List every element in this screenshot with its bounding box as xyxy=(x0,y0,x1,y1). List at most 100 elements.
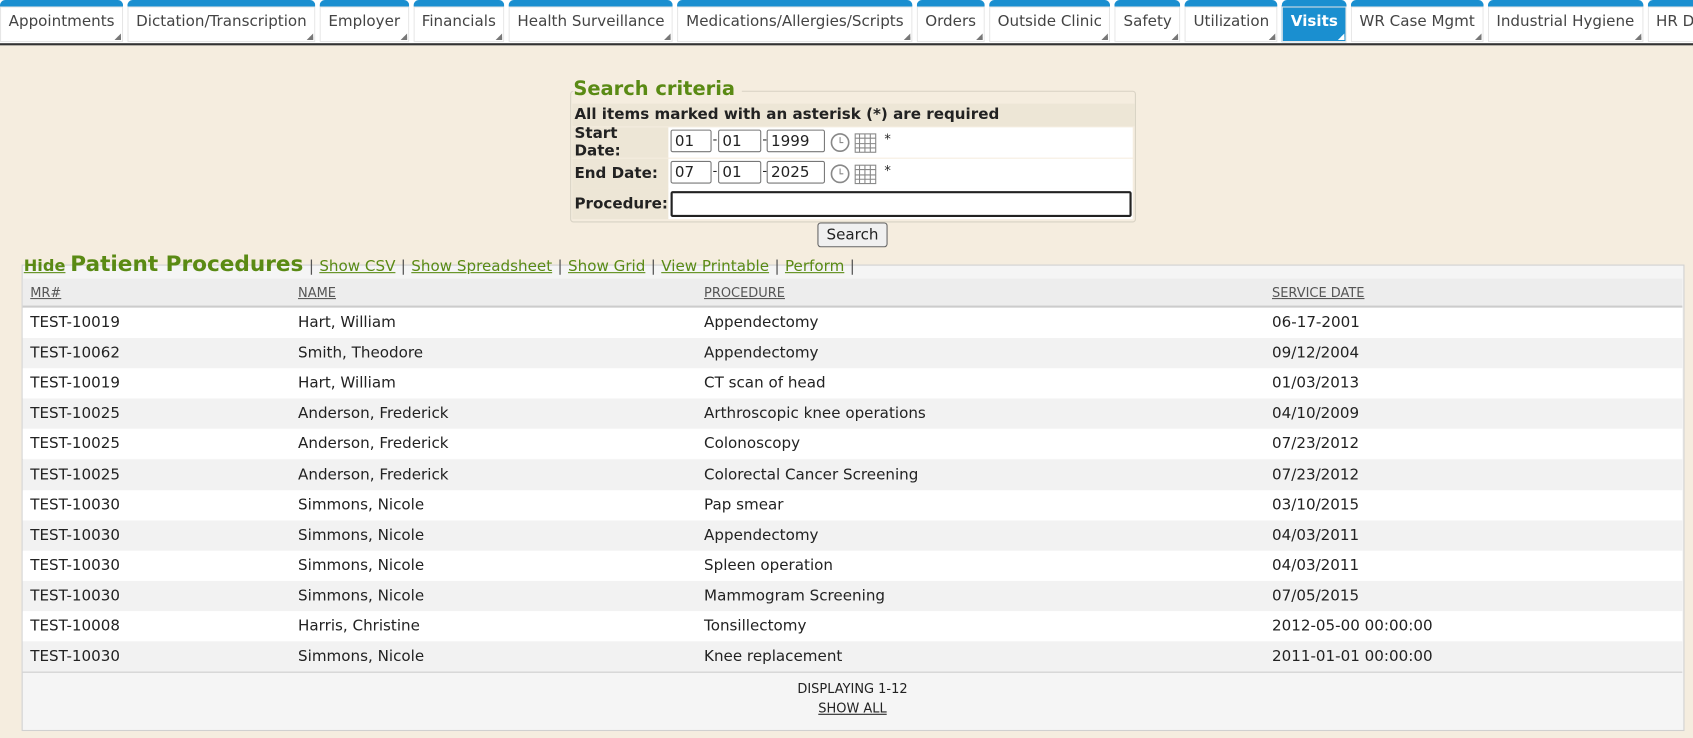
cell: TEST-10030 xyxy=(30,526,121,544)
cell: Colonoscopy xyxy=(704,435,801,453)
tab[interactable]: WR Case Mgmt xyxy=(1350,0,1484,43)
cell: TEST-10030 xyxy=(30,556,121,575)
cell: CT scan of head xyxy=(704,374,826,393)
table-row: TEST-10030 Simmons, Nicole Spleen operatio… xyxy=(22,550,1683,581)
required-mark: * xyxy=(884,163,891,179)
search-legend: Search criteria xyxy=(573,77,742,101)
cell: TEST-10030 xyxy=(30,647,121,666)
table-row: TEST-10008 Harris, Christine Tonsillectomy… xyxy=(22,611,1683,642)
tab[interactable]: Financials xyxy=(413,0,505,43)
action-link[interactable]: View Printable xyxy=(661,258,770,276)
tab[interactable]: HR Data Feed xyxy=(1647,0,1693,43)
table-row: TEST-10019 Hart, William CT scan of head 01… xyxy=(22,368,1683,399)
tab[interactable]: Orders xyxy=(916,0,985,43)
cell: TEST-10025 xyxy=(30,405,121,423)
cell: Anderson, Frederick xyxy=(298,435,449,453)
cell: Simmons, Nicole xyxy=(298,496,425,514)
separator: | xyxy=(849,258,855,276)
date-separator: - xyxy=(762,131,768,147)
table-row: TEST-10030 Simmons, Nicole Mammogram Scree… xyxy=(22,580,1683,612)
table-row: TEST-10030 Simmons, Nicole Appendectomy 04/… xyxy=(22,520,1683,551)
results-title: Patient Procedures xyxy=(70,250,304,277)
column-header[interactable]: NAME xyxy=(298,285,336,301)
cell: Simmons, Nicole xyxy=(298,587,425,605)
cell: Anderson, Frederick xyxy=(298,405,449,423)
tab[interactable]: Dictation/Transcription xyxy=(127,0,316,43)
cell: Pap smear xyxy=(704,496,784,514)
cell: Spleen operation xyxy=(704,556,833,575)
table-row: TEST-10025 Anderson, Frederick Arthroscopi… xyxy=(22,398,1683,430)
tab[interactable]: Industrial Hygiene xyxy=(1487,0,1644,43)
cell: TEST-10030 xyxy=(30,496,121,514)
tab-bar: Appointments Dictation/Transcription Emplo… xyxy=(0,0,1693,46)
table-header: MR# NAME PROCEDURE SERVICE DATE xyxy=(22,278,1683,308)
year-input[interactable]: 1999 xyxy=(766,129,825,153)
cell: 07/05/2015 xyxy=(1272,587,1360,605)
month-input[interactable]: 01 xyxy=(670,129,712,153)
action-link[interactable]: Show Grid xyxy=(568,258,646,276)
date-separator: - xyxy=(712,131,718,147)
field-body: 01-01-1999 * xyxy=(668,127,1133,159)
action-link[interactable]: Show CSV xyxy=(319,258,396,276)
cell: Simmons, Nicole xyxy=(298,526,425,544)
cell: Harris, Christine xyxy=(298,617,420,635)
tab[interactable]: Utilization xyxy=(1184,0,1278,43)
cell: TEST-10025 xyxy=(30,435,121,453)
cell: 03/10/2015 xyxy=(1272,496,1360,514)
day-input[interactable]: 01 xyxy=(718,160,762,184)
cell: 2011-01-01 00:00:00 xyxy=(1272,647,1433,666)
cell: TEST-10025 xyxy=(30,465,121,484)
date-separator: - xyxy=(762,163,768,179)
cell: TEST-10008 xyxy=(30,617,121,635)
cell: 04/10/2009 xyxy=(1272,405,1360,423)
cell: Smith, Theodore xyxy=(298,344,424,362)
tab[interactable]: Appointments xyxy=(0,0,124,43)
tab[interactable]: Safety xyxy=(1114,0,1181,43)
clock-calendar-icons xyxy=(830,164,877,185)
tab[interactable]: Health Surveillance xyxy=(508,0,674,43)
day-input[interactable]: 01 xyxy=(718,129,762,153)
table-row: TEST-10030 Simmons, Nicole Pap smear 03/10/… xyxy=(22,489,1683,521)
date-row: Start Date: 01-01-1999 * xyxy=(572,125,1133,160)
results-header: Hide Patient Procedures | Show CSV | Show Sp… xyxy=(24,251,860,277)
date-icons[interactable] xyxy=(830,162,878,190)
cell: Appendectomy xyxy=(704,314,819,332)
tab[interactable]: Medications/Allergies/Scripts xyxy=(677,0,913,43)
hide-link[interactable]: Hide xyxy=(23,255,66,276)
cell: 07/23/2012 xyxy=(1272,435,1360,453)
cell: TEST-10062 xyxy=(30,344,121,362)
date-separator: - xyxy=(712,163,718,179)
field-body xyxy=(668,188,1133,220)
action-link[interactable]: Perform xyxy=(784,258,845,276)
column-header[interactable]: PROCEDURE xyxy=(704,285,785,301)
cell: TEST-10019 xyxy=(30,374,121,393)
cell: Anderson, Frederick xyxy=(298,465,449,484)
date-icons[interactable] xyxy=(830,131,878,159)
cell: 04/03/2011 xyxy=(1272,526,1360,544)
cell: Knee replacement xyxy=(704,647,843,666)
displaying: DISPLAYING 1-12 xyxy=(797,681,908,697)
show-all-link[interactable]: SHOW ALL xyxy=(818,700,887,716)
cell: 2012-05-00 00:00:00 xyxy=(1272,617,1433,635)
date-row: End Date: 07-01-2025 * xyxy=(572,158,1133,190)
cell: Arthroscopic knee operations xyxy=(704,405,926,423)
tab[interactable]: Employer xyxy=(319,0,409,43)
cell: Tonsillectomy xyxy=(704,617,807,635)
tab[interactable]: Outside Clinic xyxy=(989,0,1111,43)
procedure-input[interactable] xyxy=(670,191,1132,218)
cell: Hart, William xyxy=(298,314,396,332)
column-header[interactable]: SERVICE DATE xyxy=(1272,285,1365,301)
year-input[interactable]: 2025 xyxy=(766,160,825,184)
field-label: Start Date: xyxy=(572,125,669,160)
month-input[interactable]: 07 xyxy=(670,160,712,184)
search-button[interactable]: Search xyxy=(817,222,888,248)
action-link[interactable]: Show Spreadsheet xyxy=(411,258,553,276)
table-row: TEST-10030 Simmons, Nicole Knee replacemen… xyxy=(22,641,1683,672)
column-header[interactable]: MR# xyxy=(30,285,62,301)
table-row: TEST-10025 Anderson, Frederick Colorectal … xyxy=(22,459,1683,490)
table-footer: DISPLAYING 1-12 SHOW ALL xyxy=(22,671,1683,738)
field-label: End Date: xyxy=(572,158,669,189)
tab[interactable]: Visits xyxy=(1282,0,1347,43)
separator: | xyxy=(400,258,406,276)
